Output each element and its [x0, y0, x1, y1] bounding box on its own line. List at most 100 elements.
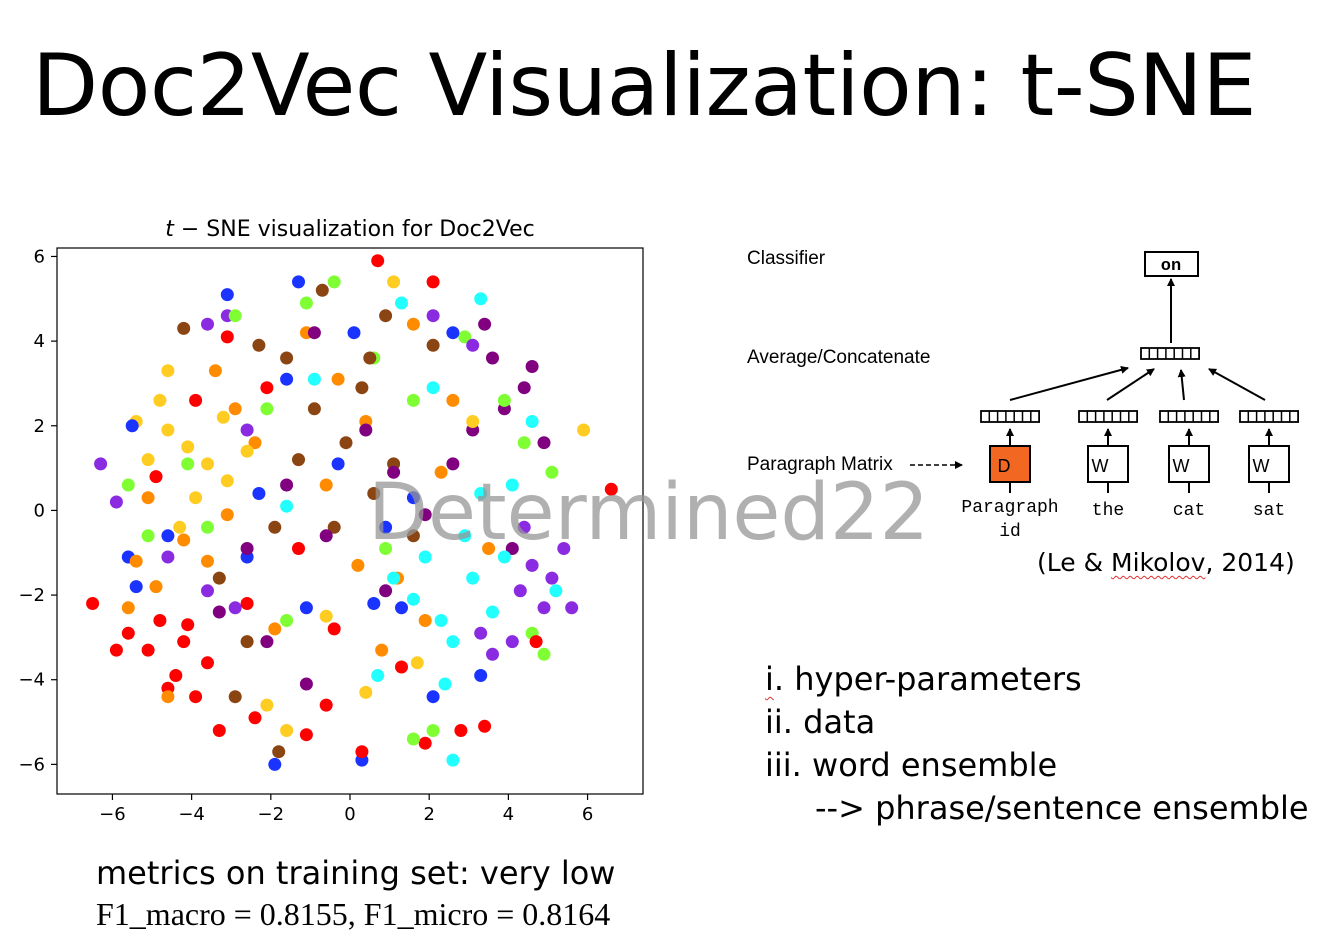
- data-point: [395, 601, 408, 615]
- data-point: [94, 457, 108, 471]
- data-point: [201, 554, 214, 568]
- data-point: [505, 635, 519, 649]
- data-point: [292, 542, 305, 555]
- slide-title: Doc2Vec Visualization: t-SNE: [32, 36, 1257, 136]
- data-point: [121, 626, 135, 640]
- data-point: [513, 584, 527, 598]
- data-point: [201, 457, 214, 471]
- data-point: [426, 724, 440, 737]
- data-point: [410, 656, 424, 670]
- data-point: [268, 757, 282, 771]
- data-point: [577, 423, 591, 437]
- data-point: [517, 381, 531, 395]
- vector-frame: [980, 410, 1040, 423]
- data-point: [161, 364, 175, 378]
- data-point: [248, 436, 262, 450]
- data-point: [319, 609, 333, 623]
- data-point: [319, 529, 333, 543]
- data-point: [292, 275, 305, 289]
- data-point: [292, 453, 305, 467]
- data-point: [446, 326, 460, 340]
- data-point: [280, 372, 294, 386]
- watermark: Determined22: [368, 468, 930, 558]
- context-word-the: the: [1092, 501, 1124, 521]
- output-word: on: [1161, 257, 1181, 276]
- data-point: [212, 571, 226, 585]
- vector-frame: [1159, 410, 1219, 423]
- data-point: [220, 474, 234, 488]
- f1-scores: F1_macro = 0.8155, F1_micro = 0.8164: [96, 896, 611, 932]
- x-tick-label: 2: [423, 804, 434, 825]
- data-point: [189, 491, 203, 505]
- data-point: [299, 728, 313, 742]
- data-point: [347, 326, 361, 340]
- data-point: [537, 601, 551, 615]
- data-point: [252, 338, 266, 352]
- data-point: [497, 550, 511, 564]
- x-axis-ticks: −6 −4 −2 0 2 4 6: [99, 794, 593, 825]
- data-point: [86, 597, 100, 610]
- average-vector: [1140, 347, 1200, 360]
- data-point: [327, 520, 341, 534]
- data-point: [406, 317, 420, 331]
- data-point: [307, 402, 321, 416]
- data-point: [177, 635, 191, 649]
- data-point: [406, 732, 420, 746]
- data-point: [371, 669, 385, 682]
- arrow-cat-to-average: [1177, 369, 1186, 401]
- data-point: [387, 465, 401, 479]
- data-point: [153, 393, 167, 407]
- data-point: [474, 669, 488, 682]
- data-point: [446, 457, 460, 471]
- data-point: [505, 478, 519, 492]
- data-point: [220, 508, 234, 522]
- data-point: [549, 584, 563, 598]
- data-point: [268, 520, 282, 534]
- data-point: [280, 351, 294, 365]
- data-point: [220, 288, 234, 302]
- data-point: [121, 601, 135, 615]
- data-point: [169, 669, 183, 682]
- data-point: [418, 614, 432, 627]
- data-point: [240, 423, 254, 437]
- data-point: [434, 465, 448, 479]
- data-point: [141, 453, 155, 467]
- tsne-scatter-chart: t − SNE visualization for Doc2Vec −6 −4 −2…: [18, 217, 644, 825]
- vector-frame: [1140, 347, 1200, 360]
- data-point: [406, 529, 420, 543]
- data-point: [474, 626, 488, 640]
- citation: (Le & Mikolov, 2014): [1037, 548, 1295, 577]
- data-point: [161, 423, 175, 437]
- paragraph-box-d: [989, 445, 1031, 483]
- data-point: [280, 478, 294, 492]
- data-point: [367, 597, 381, 610]
- x-tick-label: 0: [344, 804, 355, 825]
- data-point: [252, 487, 266, 500]
- data-point: [201, 656, 214, 670]
- paragraph-id-label-line2: id: [999, 522, 1021, 542]
- word-vector-sat: [1239, 410, 1299, 423]
- data-point: [280, 499, 294, 513]
- y-tick-label: −2: [18, 585, 45, 606]
- y-axis-ticks: −6 −4 −2 0 2 4 6: [18, 246, 57, 775]
- data-point: [604, 482, 618, 496]
- word-box-label-cat: W: [1173, 456, 1190, 476]
- data-point: [149, 470, 163, 484]
- word-vector-cat: [1159, 410, 1219, 423]
- data-point: [355, 381, 369, 395]
- arrow-sat-to-average: [1208, 368, 1266, 401]
- data-point: [375, 643, 389, 657]
- data-point: [181, 457, 195, 471]
- data-point: [260, 635, 274, 649]
- context-word-cat: cat: [1173, 501, 1205, 521]
- data-point: [331, 457, 345, 471]
- data-point: [426, 275, 440, 289]
- data-point: [129, 580, 143, 594]
- y-tick-label: 6: [34, 246, 45, 267]
- data-point: [228, 690, 242, 704]
- data-point: [486, 647, 499, 661]
- data-point: [454, 724, 468, 737]
- data-point: [212, 724, 226, 737]
- x-tick-label: −2: [258, 804, 285, 825]
- data-point: [248, 711, 262, 725]
